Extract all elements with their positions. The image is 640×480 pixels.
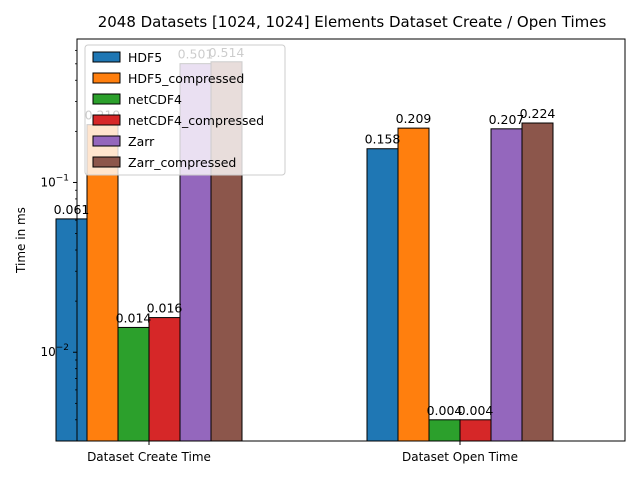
- y-axis: 10−2 10−1: [40, 49, 77, 442]
- data-label-netcdf4-dataset-create-time: 0.014: [116, 310, 152, 325]
- legend-label-netcdf4-compressed: netCDF4_compressed: [128, 113, 264, 128]
- legend-label-hdf5-compressed: HDF5_compressed: [128, 71, 244, 86]
- legend-swatch-netcdf4-compressed: [92, 114, 121, 126]
- bar-netcdf4-dataset-open-time: [428, 419, 461, 442]
- chart-title: 2048 Datasets [1024, 1024] Elements Data…: [98, 13, 607, 31]
- data-label-netcdf4-compressed-dataset-open-time: 0.004: [458, 403, 494, 418]
- data-label-zarr-dataset-open-time: 0.207: [489, 112, 525, 127]
- data-label-netcdf4-dataset-open-time: 0.004: [427, 403, 463, 418]
- legend-swatch-hdf5-compressed: [92, 72, 121, 84]
- bar-hdf5-dataset-open-time: [366, 148, 399, 442]
- legend-swatch-zarr-compressed: [92, 156, 121, 168]
- data-label-zarr-compressed-dataset-open-time: 0.224: [520, 106, 556, 121]
- x-tick-label-dataset-open-time: Dataset Open Time: [402, 450, 518, 464]
- x-tick-label-dataset-create-time: Dataset Create Time: [87, 450, 211, 464]
- data-label-hdf5-compressed-dataset-open-time: 0.209: [396, 111, 432, 126]
- data-label-netcdf4-compressed-dataset-create-time: 0.016: [147, 301, 183, 316]
- legend-label-netcdf4: netCDF4: [128, 92, 182, 107]
- bar-hdf5-compressed-dataset-create-time: [86, 124, 119, 442]
- bar-zarr-dataset-open-time: [490, 128, 523, 442]
- legend-swatch-netcdf4: [92, 93, 121, 105]
- y-tick-label-−1: 10−1: [40, 173, 69, 189]
- legend-swatch-zarr: [92, 135, 121, 147]
- legend-box: [84, 44, 286, 176]
- data-label-hdf5-dataset-create-time: 0.061: [54, 202, 90, 217]
- y-tick-label-−2: 10−2: [40, 343, 69, 359]
- legend-label-hdf5: HDF5: [128, 50, 162, 65]
- bar-netcdf4-dataset-create-time: [117, 326, 150, 442]
- legend-swatch-hdf5: [92, 51, 121, 63]
- bar-hdf5-dataset-create-time: [55, 218, 88, 442]
- data-label-hdf5-dataset-open-time: 0.158: [365, 132, 401, 147]
- plot-frame: [76, 38, 626, 442]
- legend: HDF5 HDF5_compressed netCDF4 netCDF4_compre…: [84, 44, 286, 176]
- legend-label-zarr-compressed: Zarr_compressed: [128, 155, 236, 170]
- bar-netcdf4-compressed-dataset-create-time: [148, 317, 181, 442]
- y-axis-label: Time in ms: [14, 207, 28, 274]
- bar-zarr-compressed-dataset-open-time: [521, 122, 554, 442]
- bar-netcdf4-compressed-dataset-open-time: [459, 419, 492, 442]
- bar-hdf5-compressed-dataset-open-time: [397, 127, 430, 442]
- x-axis: Dataset Create Time Dataset Open Time: [87, 441, 518, 464]
- legend-label-zarr: Zarr: [128, 134, 155, 149]
